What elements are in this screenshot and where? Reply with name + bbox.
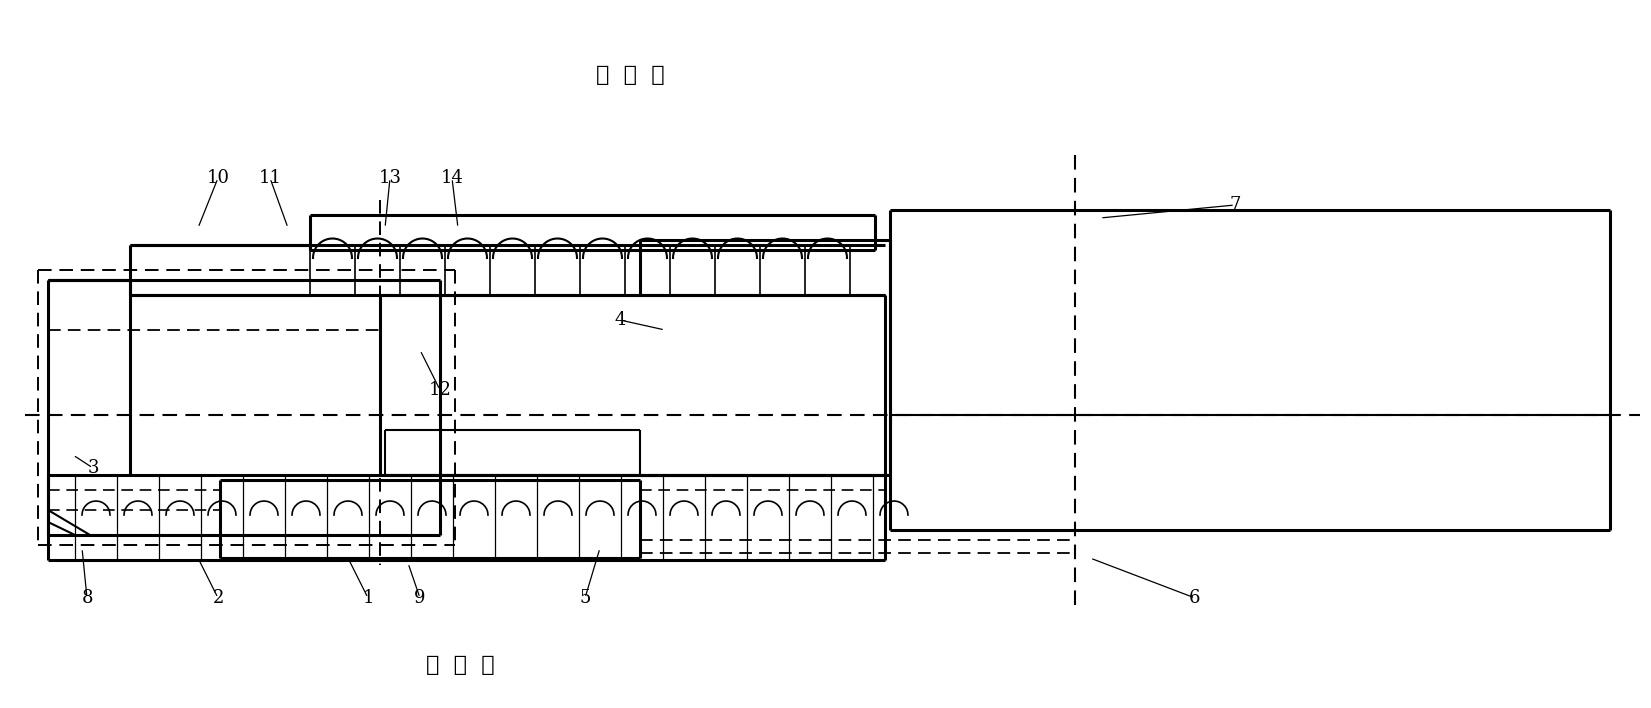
Text: 8: 8 bbox=[81, 589, 92, 607]
Text: 11: 11 bbox=[259, 169, 282, 187]
Text: 14: 14 bbox=[441, 169, 464, 187]
Text: 3: 3 bbox=[88, 459, 99, 477]
Text: 1: 1 bbox=[362, 589, 373, 607]
Text: 后  大  面: 后 大 面 bbox=[426, 654, 494, 676]
Text: 10: 10 bbox=[206, 169, 229, 187]
Text: 6: 6 bbox=[1189, 589, 1200, 607]
Text: 12: 12 bbox=[429, 381, 451, 399]
Text: 7: 7 bbox=[1230, 196, 1240, 214]
Text: 9: 9 bbox=[414, 589, 426, 607]
Text: 13: 13 bbox=[378, 169, 401, 187]
Text: 前  大  面: 前 大 面 bbox=[596, 64, 664, 86]
Text: 2: 2 bbox=[213, 589, 223, 607]
Text: 5: 5 bbox=[580, 589, 591, 607]
Text: 4: 4 bbox=[614, 311, 626, 329]
